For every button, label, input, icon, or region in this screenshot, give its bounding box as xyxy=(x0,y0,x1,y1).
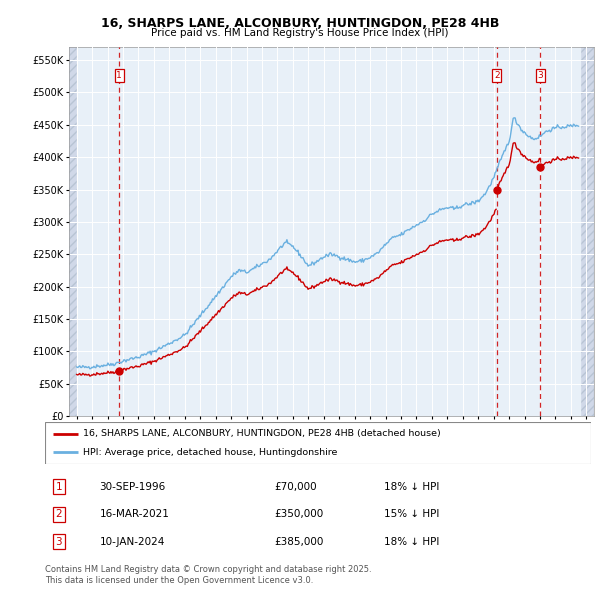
Text: 2: 2 xyxy=(494,71,500,80)
Text: 18% ↓ HPI: 18% ↓ HPI xyxy=(383,536,439,546)
Text: 15% ↓ HPI: 15% ↓ HPI xyxy=(383,509,439,519)
Text: 3: 3 xyxy=(55,536,62,546)
Text: 30-SEP-1996: 30-SEP-1996 xyxy=(100,481,166,491)
Text: 10-JAN-2024: 10-JAN-2024 xyxy=(100,536,165,546)
Text: 16, SHARPS LANE, ALCONBURY, HUNTINGDON, PE28 4HB: 16, SHARPS LANE, ALCONBURY, HUNTINGDON, … xyxy=(101,17,499,30)
Text: £385,000: £385,000 xyxy=(274,536,323,546)
Text: HPI: Average price, detached house, Huntingdonshire: HPI: Average price, detached house, Hunt… xyxy=(83,448,338,457)
Text: 16, SHARPS LANE, ALCONBURY, HUNTINGDON, PE28 4HB (detached house): 16, SHARPS LANE, ALCONBURY, HUNTINGDON, … xyxy=(83,430,441,438)
Text: 1: 1 xyxy=(116,71,122,80)
Text: 3: 3 xyxy=(538,71,543,80)
Text: 16-MAR-2021: 16-MAR-2021 xyxy=(100,509,169,519)
Text: Contains HM Land Registry data © Crown copyright and database right 2025.
This d: Contains HM Land Registry data © Crown c… xyxy=(45,565,371,585)
Text: Price paid vs. HM Land Registry's House Price Index (HPI): Price paid vs. HM Land Registry's House … xyxy=(151,28,449,38)
Text: 2: 2 xyxy=(55,509,62,519)
Text: £70,000: £70,000 xyxy=(274,481,317,491)
Text: 18% ↓ HPI: 18% ↓ HPI xyxy=(383,481,439,491)
Text: 1: 1 xyxy=(55,481,62,491)
Text: £350,000: £350,000 xyxy=(274,509,323,519)
